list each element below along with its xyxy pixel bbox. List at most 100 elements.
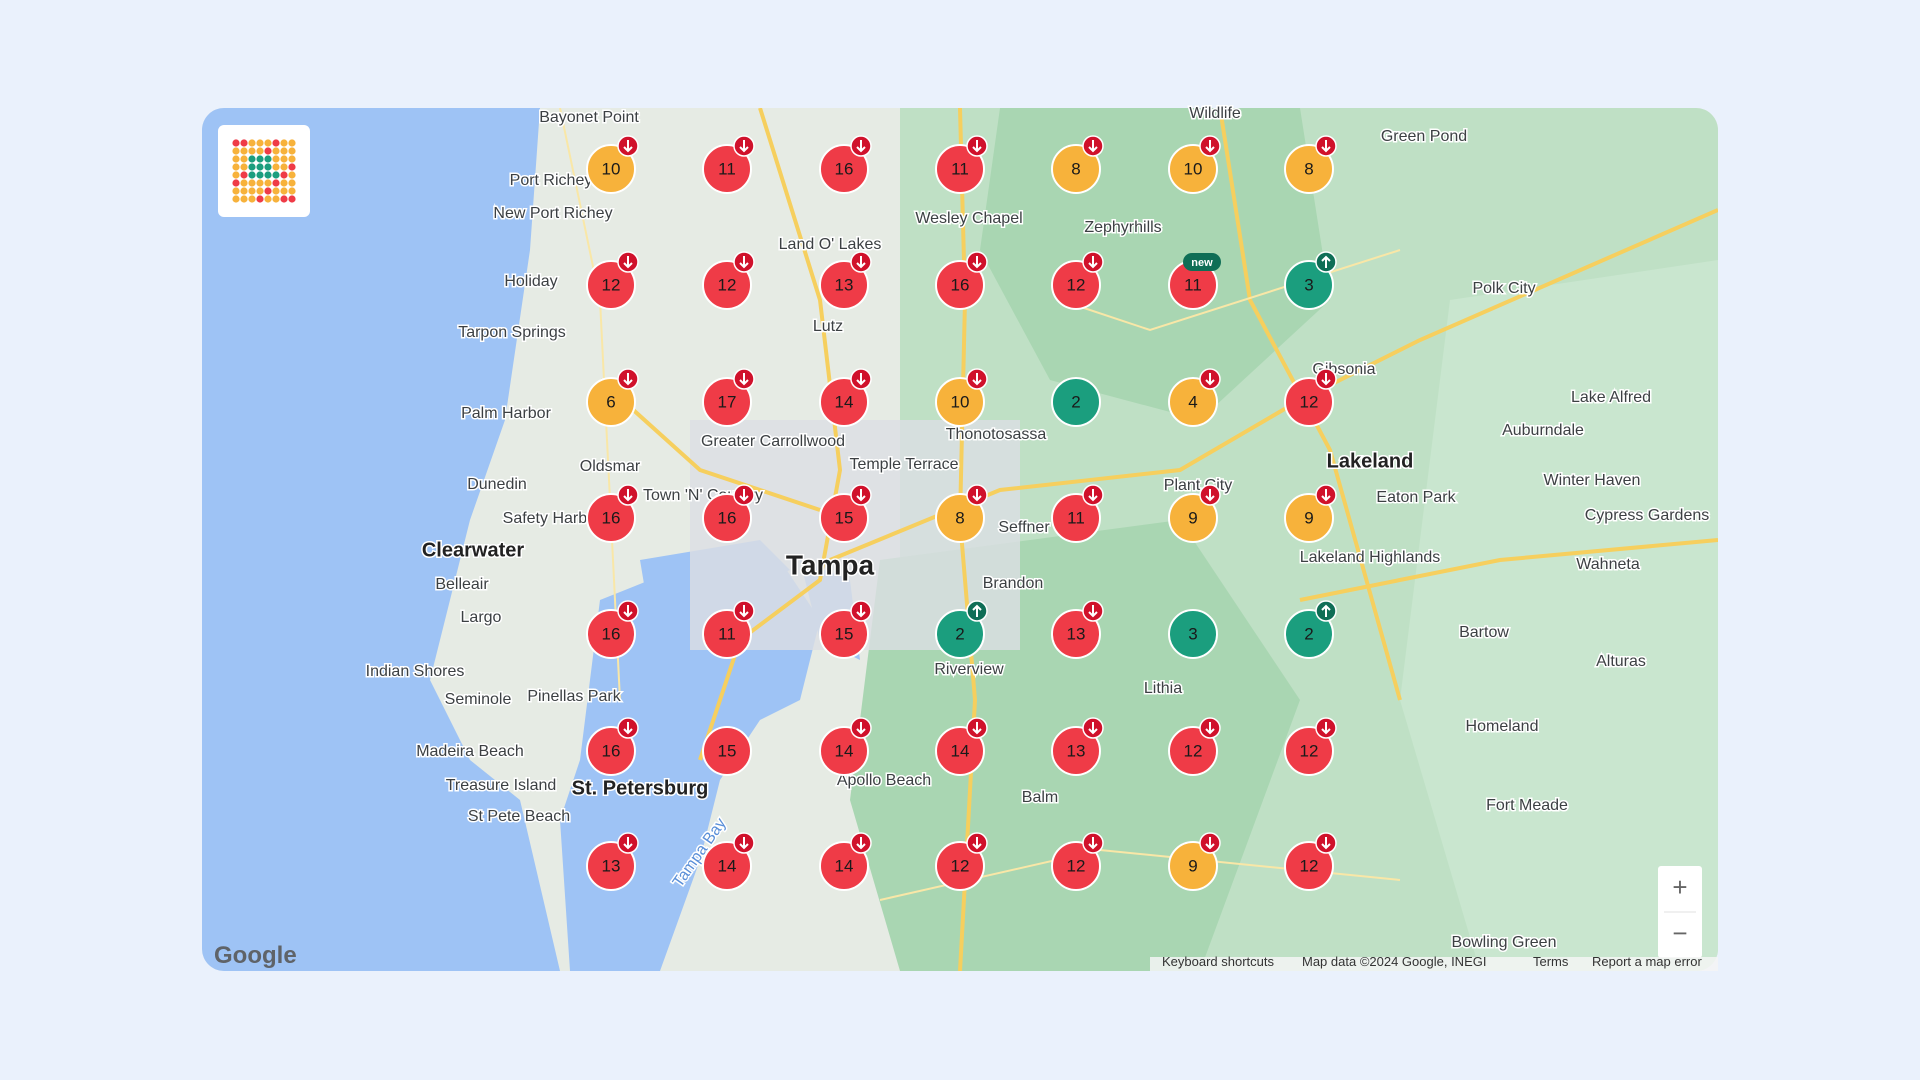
rank-marker[interactable]: 11 (702, 135, 755, 194)
rank-marker[interactable]: 11 (1051, 484, 1104, 543)
rank-marker[interactable]: 11 (702, 600, 755, 659)
trend-arrow (856, 489, 866, 502)
rank-marker[interactable]: 8 (935, 484, 988, 543)
trend-arrow (972, 604, 982, 617)
rank-marker[interactable]: 12 (702, 251, 755, 310)
place-label: Bowling Green (1452, 934, 1557, 951)
rank-marker[interactable]: 16 (586, 600, 639, 659)
logo-dot (264, 139, 272, 147)
logo-dot (264, 147, 272, 155)
marker-circle (1051, 726, 1101, 776)
rank-marker[interactable]: 13 (1051, 600, 1104, 659)
trend-arrow (1321, 140, 1331, 153)
trend-arrow (856, 605, 866, 618)
rank-marker[interactable]: 9 (1284, 484, 1337, 543)
marker-rank: 8 (1304, 159, 1313, 178)
logo-dot (272, 187, 280, 195)
rank-marker[interactable]: 2 (1284, 600, 1337, 659)
place-label: Lithia (1144, 680, 1182, 697)
footer-link[interactable]: Terms (1533, 954, 1569, 969)
rank-marker[interactable]: 16 (935, 251, 988, 310)
rank-marker[interactable]: 8 (1284, 135, 1337, 194)
marker-rank: 17 (718, 392, 737, 411)
footer-link[interactable]: Map data ©2024 Google, INEGI (1302, 954, 1486, 969)
marker-circle (819, 841, 869, 891)
rank-marker[interactable]: 16 (586, 484, 639, 543)
rank-marker[interactable]: 6 (586, 368, 639, 427)
rank-marker[interactable]: 12 (586, 251, 639, 310)
logo-dot (272, 155, 280, 163)
logo-dot (288, 163, 296, 171)
trend-arrow (623, 489, 633, 502)
marker-rank: 15 (835, 508, 854, 527)
place-label: Plant City (1164, 477, 1232, 494)
marker-rank: 16 (718, 508, 737, 527)
marker-rank: 14 (718, 856, 737, 875)
rank-marker[interactable]: 10 (935, 368, 988, 427)
rank-marker[interactable]: 12 (1284, 717, 1337, 776)
place-label: Clearwater (422, 539, 524, 561)
marker-circle (935, 377, 985, 427)
rank-marker[interactable]: 9 (1168, 832, 1221, 891)
zoom-in[interactable]: + (1672, 872, 1687, 902)
marker-rank: 12 (1184, 741, 1203, 760)
rank-marker[interactable]: 13 (819, 251, 872, 310)
rank-marker[interactable]: 14 (819, 832, 872, 891)
place-label: Polk City (1472, 280, 1535, 297)
rank-marker[interactable]: 14 (819, 717, 872, 776)
rank-marker[interactable]: 15 (819, 484, 872, 543)
rank-marker[interactable]: 9 (1168, 484, 1221, 543)
rank-marker[interactable]: 2 (935, 600, 988, 659)
place-label: Madeira Beach (416, 743, 524, 760)
marker-rank: 9 (1188, 856, 1197, 875)
rank-marker[interactable]: 8 (1051, 135, 1104, 194)
marker-rank: 14 (835, 392, 854, 411)
zoom-out[interactable]: − (1672, 918, 1687, 948)
rank-marker[interactable]: 12 (1051, 251, 1104, 310)
place-label: Greater Carrollwood (701, 433, 845, 450)
logo-card (218, 125, 310, 217)
rank-marker[interactable]: 16 (586, 717, 639, 776)
rank-marker[interactable]: 12 (935, 832, 988, 891)
marker-rank: 9 (1304, 508, 1313, 527)
logo-dot (232, 195, 240, 203)
rank-marker[interactable]: 15 (702, 726, 752, 776)
logo-dot (240, 139, 248, 147)
marker-rank: 3 (1304, 275, 1313, 294)
marker-rank: 11 (951, 159, 969, 178)
rank-marker[interactable]: 17 (702, 368, 755, 427)
rank-marker[interactable]: 15 (819, 600, 872, 659)
marker-rank: 15 (718, 741, 737, 760)
new-badge (1183, 253, 1221, 271)
marker-rank: 2 (955, 624, 964, 643)
rank-marker[interactable]: 13 (1051, 717, 1104, 776)
place-label: Winter Haven (1544, 472, 1641, 489)
logo-dot (288, 179, 296, 187)
logo-dot (256, 179, 264, 187)
rank-marker[interactable]: 3 (1168, 609, 1218, 659)
rank-marker[interactable]: 11 (935, 135, 988, 194)
rank-marker[interactable]: 10 (1168, 135, 1221, 194)
rank-marker[interactable]: 14 (819, 368, 872, 427)
rank-marker[interactable]: 11 new (1168, 253, 1221, 310)
rank-marker[interactable]: 14 (702, 832, 755, 891)
rank-marker[interactable]: 10 (586, 135, 639, 194)
trend-arrow (739, 256, 749, 269)
rank-marker[interactable]: 14 (935, 717, 988, 776)
logo-dot (248, 187, 256, 195)
footer-link[interactable]: Keyboard shortcuts (1162, 954, 1275, 969)
rank-marker[interactable]: 16 (819, 135, 872, 194)
rank-marker[interactable]: 13 (586, 832, 639, 891)
footer-link[interactable]: Report a map error (1592, 954, 1702, 969)
rank-marker[interactable]: 3 (1284, 251, 1337, 310)
rank-marker[interactable]: 12 (1284, 368, 1337, 427)
rank-marker[interactable]: 12 (1284, 832, 1337, 891)
rank-marker[interactable]: 12 (1051, 832, 1104, 891)
rank-marker[interactable]: 2 (1051, 377, 1101, 427)
logo-dot (280, 147, 288, 155)
rank-marker[interactable]: 16 (702, 484, 755, 543)
rank-marker[interactable]: 12 (1168, 717, 1221, 776)
place-label: Land O' Lakes (779, 236, 882, 253)
rank-marker[interactable]: 4 (1168, 368, 1221, 427)
